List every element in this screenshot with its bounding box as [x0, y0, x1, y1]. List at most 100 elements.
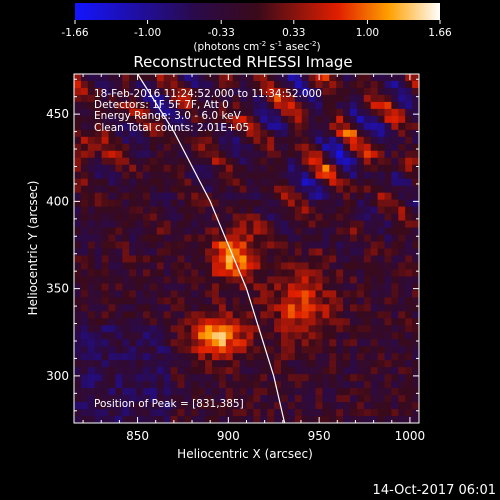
heatmap-cell	[129, 129, 137, 138]
heatmap-cell	[80, 185, 89, 194]
heatmap-cell	[115, 304, 123, 312]
heatmap-cell	[149, 388, 158, 396]
heatmap-cell	[149, 304, 158, 312]
heatmap-cell	[363, 143, 372, 152]
heatmap-cell	[129, 381, 137, 389]
heatmap-cell	[122, 318, 130, 326]
heatmap-cell	[246, 136, 254, 145]
heatmap-cell	[246, 360, 254, 368]
heatmap-cell	[253, 276, 261, 284]
heatmap-cell	[108, 241, 116, 249]
heatmap-cell	[94, 409, 102, 417]
heatmap-cell	[322, 87, 330, 96]
heatmap-cell	[322, 241, 330, 249]
heatmap-cell	[136, 241, 144, 249]
heatmap-cell	[308, 409, 316, 417]
heatmap-cell	[129, 339, 137, 347]
heatmap-cell	[74, 388, 82, 396]
heatmap-cell	[308, 360, 316, 368]
heatmap-cell	[205, 143, 213, 152]
heatmap-cell	[80, 276, 89, 284]
heatmap-cell	[370, 157, 378, 166]
heatmap-cell	[87, 332, 96, 340]
heatmap-cell	[412, 325, 419, 333]
heatmap-cell	[405, 297, 413, 305]
heatmap-cell	[287, 164, 296, 173]
heatmap-cell	[363, 304, 372, 312]
heatmap-cell	[363, 122, 372, 131]
heatmap-cell	[101, 150, 109, 159]
heatmap-cell	[308, 213, 316, 221]
heatmap-cell	[267, 381, 275, 389]
heatmap-cell	[212, 339, 220, 347]
heatmap-cell	[87, 122, 96, 131]
heatmap-cell	[74, 395, 82, 403]
heatmap-cell	[370, 388, 378, 396]
heatmap-cell	[74, 164, 82, 173]
heatmap-cell	[391, 332, 399, 340]
heatmap-cell	[246, 192, 254, 201]
heatmap-cell	[136, 185, 144, 194]
heatmap-cell	[384, 395, 392, 403]
heatmap-cell	[412, 185, 419, 194]
heatmap-cell	[101, 360, 109, 368]
heatmap-cell	[315, 199, 323, 208]
heatmap-cell	[80, 234, 89, 242]
heatmap-cell	[267, 262, 275, 270]
heatmap-cell	[239, 248, 247, 256]
heatmap-cell	[274, 206, 282, 214]
heatmap-cell	[177, 213, 185, 221]
heatmap-cell	[336, 101, 344, 110]
heatmap-cell	[405, 157, 413, 166]
heatmap-cell	[198, 276, 206, 284]
heatmap-cell	[101, 213, 109, 221]
heatmap-cell	[74, 339, 82, 347]
heatmap-cell	[232, 178, 240, 187]
heatmap-cell	[163, 220, 171, 228]
heatmap-cell	[267, 234, 275, 242]
heatmap-cell	[115, 283, 123, 291]
heatmap-cell	[281, 311, 289, 319]
heatmap-cell	[356, 255, 365, 263]
heatmap-cell	[149, 311, 158, 319]
time-range-annotation: 18-Feb-2016 11:24:52.000 to 11:34:52.000	[94, 88, 322, 100]
heatmap-cell	[260, 283, 268, 291]
heatmap-cell	[287, 332, 296, 340]
heatmap-cell	[177, 220, 185, 228]
heatmap-cell	[294, 150, 303, 159]
heatmap-cell	[405, 402, 413, 410]
heatmap-cell	[377, 143, 385, 152]
heatmap-cell	[212, 332, 220, 340]
heatmap-cell	[294, 199, 303, 208]
heatmap-cell	[122, 185, 130, 194]
heatmap-cell	[149, 87, 158, 96]
heatmap-cell	[122, 416, 130, 423]
heatmap-cell	[129, 311, 137, 319]
heatmap-cell	[239, 283, 247, 291]
heatmap-cell	[149, 409, 158, 417]
heatmap-cell	[156, 409, 165, 417]
heatmap-cell	[184, 388, 192, 396]
heatmap-cell	[212, 129, 220, 138]
heatmap-cell	[412, 220, 419, 228]
heatmap-cell	[356, 339, 365, 347]
heatmap-cell	[274, 402, 282, 410]
heatmap-cell	[87, 388, 96, 396]
heatmap-cell	[115, 339, 123, 347]
heatmap-cell	[274, 409, 282, 417]
heatmap-cell	[232, 276, 240, 284]
heatmap-cell	[398, 171, 406, 180]
heatmap-cell	[184, 409, 192, 417]
heatmap-cell	[398, 248, 406, 256]
heatmap-cell	[136, 87, 144, 96]
heatmap-cell	[184, 192, 192, 201]
chart-title: Reconstructed RHESSI Image	[133, 53, 352, 71]
heatmap-cell	[336, 80, 344, 89]
heatmap-cell	[336, 185, 344, 194]
heatmap-cell	[239, 353, 247, 361]
heatmap-cell	[377, 388, 385, 396]
heatmap-cell	[363, 115, 372, 124]
heatmap-cell	[149, 374, 158, 382]
heatmap-cell	[218, 311, 227, 319]
heatmap-cell	[267, 171, 275, 180]
